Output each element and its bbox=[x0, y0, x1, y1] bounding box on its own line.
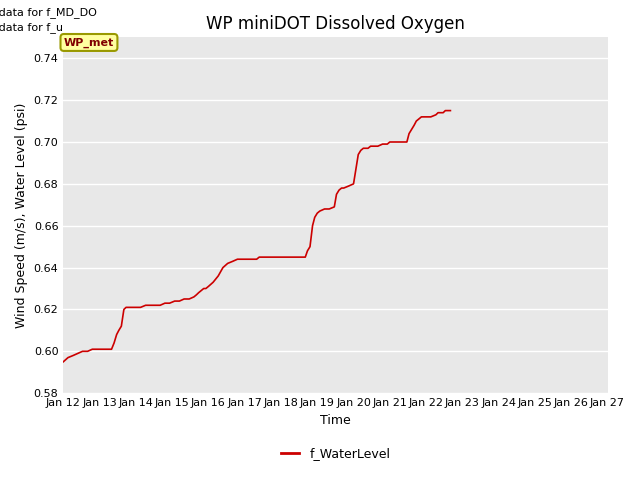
Legend: f_WaterLevel: f_WaterLevel bbox=[276, 442, 396, 465]
Y-axis label: Wind Speed (m/s), Water Level (psi): Wind Speed (m/s), Water Level (psi) bbox=[15, 103, 28, 328]
X-axis label: Time: Time bbox=[320, 414, 351, 427]
Text: No data for f_u: No data for f_u bbox=[0, 22, 63, 33]
Title: WP miniDOT Dissolved Oxygen: WP miniDOT Dissolved Oxygen bbox=[206, 15, 465, 33]
Text: WP_met: WP_met bbox=[64, 37, 114, 48]
Text: No data for f_MD_DO: No data for f_MD_DO bbox=[0, 7, 97, 18]
